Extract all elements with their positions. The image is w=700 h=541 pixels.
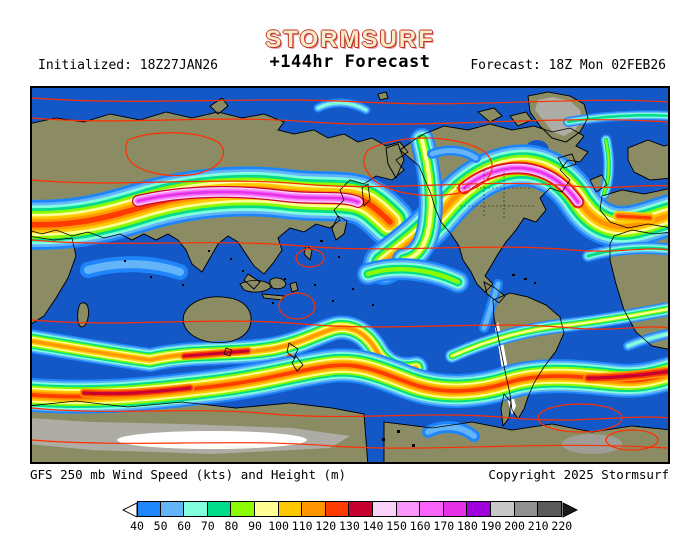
europe-jet-core-band-120 (616, 214, 652, 220)
colorbar-tick-label: 210 (527, 519, 549, 533)
jet-streams (32, 98, 668, 442)
colorbar-cell-170 (443, 501, 468, 517)
colorbar-cell-180 (467, 501, 491, 517)
uk-band-band-80 (602, 138, 610, 196)
colorbar-tick-label: 110 (291, 519, 313, 533)
contour-arctic-1 (32, 97, 668, 105)
contour-subtropic-south (32, 319, 668, 330)
polar-and-detail-fills (32, 97, 622, 454)
colorbar-cell-80 (231, 501, 255, 517)
colorbar-tick-label: 100 (268, 519, 289, 533)
contour-midlat-north (32, 179, 668, 188)
contour-weddell-loop (537, 403, 623, 433)
colorbar-tick-label: 90 (248, 519, 262, 533)
colorbar-tick-label: 40 (130, 519, 144, 533)
colorbar-cell-100 (278, 501, 303, 517)
us-plains-band-band-90 (402, 138, 433, 262)
chile-coast-band-band-50 (481, 281, 501, 331)
product-label: GFS 250 mb Wind Speed (kts) and Height (… (30, 467, 347, 482)
colorbar-cell-70 (207, 501, 232, 517)
contour-antarctic (32, 439, 668, 449)
indian-ocean-patch-band-50 (84, 260, 184, 276)
us-state-borders (452, 170, 536, 220)
contour-antarctic-loop (605, 429, 659, 451)
world-wind-map (32, 88, 668, 462)
antarctic-snowfield (117, 431, 307, 449)
arctic-streak-band-60 (316, 101, 368, 112)
contour-subtropic-north (32, 239, 668, 252)
colorbar-cell-60 (184, 501, 208, 517)
southern-jet-upper-band-110 (32, 326, 418, 371)
map-frame (30, 86, 670, 464)
colorbar-tick-label: 80 (224, 519, 239, 533)
colorbar-cell-140 (372, 501, 397, 517)
antarctic-icecap-east (562, 434, 622, 454)
colorbar-cell-130 (349, 501, 373, 517)
colorbar-left-arrow (122, 502, 137, 518)
colorbar-cell-200 (514, 501, 539, 517)
forecast-hour-title: +144hr Forecast (269, 52, 431, 72)
height-contours (32, 97, 668, 451)
colorbar-tick-label: 140 (362, 519, 384, 533)
southern-jet-main-core-west-band-130 (82, 386, 192, 396)
colorbar-tick-label: 120 (315, 519, 337, 533)
colorbar-labels: 40 50 60 70 80 90 100 110 120 130 140 150 160 170 180 1… (130, 519, 577, 533)
colorbar-cells (137, 501, 562, 517)
south-africa-band-band-60 (626, 332, 668, 348)
initialized-label: Initialized: 18Z27JAN26 (38, 58, 219, 73)
contour-fiji-loop (278, 292, 316, 320)
colorbar-tick-label: 190 (480, 519, 502, 533)
forecast-valid-label: Forecast: 18Z Mon 02FEB26 (470, 58, 666, 73)
colorbar-tick-label: 50 (153, 519, 168, 533)
stormsurf-logo: STORMSURF (265, 26, 435, 53)
colorbar-cell-110 (302, 501, 326, 517)
colorbar-cell-190 (490, 501, 515, 517)
colorbar-tick-label: 160 (409, 519, 431, 533)
colorbar-tick-label: 180 (457, 519, 478, 533)
colorbar-tick-label: 170 (433, 519, 455, 533)
equatorial-pacific-patch-band-80 (365, 266, 461, 285)
south-atlantic-band-band-90 (450, 307, 668, 358)
colorbar-tick-label: 130 (339, 519, 360, 533)
colorbar-cell-150 (396, 501, 421, 517)
southern-jet-main-core-east-band-130 (586, 369, 668, 380)
ross-sea-patch-band-50 (425, 424, 477, 439)
colorbar-cell-50 (160, 501, 185, 517)
colorbar-cell-40 (137, 501, 161, 517)
wind-speed-colorbar: 40 50 60 70 80 90 100 110 120 130 140 150 160 170 180 1… (122, 501, 592, 535)
southern-jet-upper-core-band-130 (182, 349, 250, 358)
colorbar-cell-210 (538, 501, 562, 517)
north-pacific-jet-core-band-170 (136, 190, 360, 204)
colorbar-right-arrow (562, 502, 578, 518)
contour-southern (32, 407, 668, 421)
north-atlantic-jet-core-band-170 (462, 166, 580, 204)
contour-arctic-2 (32, 117, 668, 125)
colorbar-tick-label: 220 (551, 519, 573, 533)
bering-patch-band-50 (429, 148, 479, 161)
contour-canada-loop (363, 137, 493, 197)
colorbar-cell-90 (254, 501, 279, 517)
contour-siberia-loop (125, 132, 224, 177)
colorbar-tick-label: 70 (200, 519, 215, 533)
colorbar-cell-160 (420, 501, 444, 517)
copyright-label: Copyright 2025 Stormsurf (488, 467, 669, 482)
colorbar-cell-120 (325, 501, 350, 517)
island-dots (124, 240, 536, 447)
colorbar-tick-label: 60 (177, 519, 192, 533)
colorbar-tick-label: 200 (504, 519, 525, 533)
colorbar-tick-label: 150 (386, 519, 407, 533)
contour-hawaii-loop (295, 248, 325, 268)
